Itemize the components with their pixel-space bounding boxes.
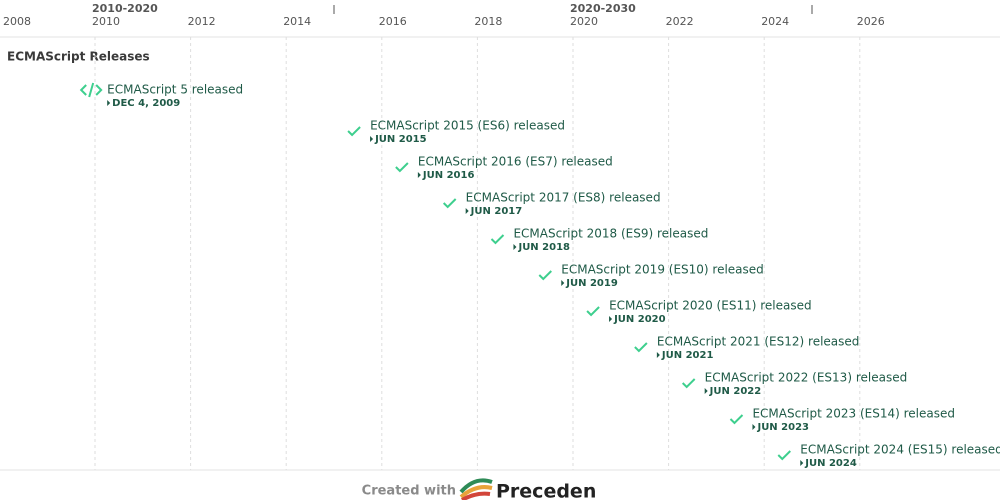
check-icon bbox=[347, 126, 361, 137]
event-date: JUN 2024 bbox=[804, 458, 857, 469]
event-title: ECMAScript 5 released bbox=[107, 83, 243, 97]
date-marker bbox=[417, 172, 421, 178]
event-title: ECMAScript 2015 (ES6) released bbox=[370, 119, 565, 133]
event-date: JUN 2023 bbox=[756, 422, 809, 433]
event-date: JUN 2016 bbox=[422, 170, 475, 181]
year-label: 2010 bbox=[92, 15, 120, 28]
event-date: JUN 2015 bbox=[374, 134, 427, 145]
preceden-logo bbox=[459, 478, 493, 502]
year-label: 2008 bbox=[3, 15, 31, 28]
check-icon bbox=[586, 306, 600, 317]
event-date: JUN 2020 bbox=[613, 314, 666, 325]
event-date: JUN 2019 bbox=[565, 278, 618, 289]
date-marker bbox=[800, 460, 804, 466]
event-date: JUN 2017 bbox=[470, 206, 523, 217]
event-date: JUN 2021 bbox=[661, 350, 714, 361]
event-date: DEC 4, 2009 bbox=[112, 98, 180, 109]
decade-label: 2010-2020 bbox=[92, 2, 158, 15]
year-label: 2022 bbox=[666, 15, 694, 28]
date-marker bbox=[513, 244, 517, 250]
check-icon bbox=[395, 162, 409, 173]
date-marker bbox=[561, 280, 565, 286]
event-date: JUN 2018 bbox=[517, 242, 570, 253]
event-title: ECMAScript 2021 (ES12) released bbox=[657, 335, 860, 349]
year-label: 2012 bbox=[188, 15, 216, 28]
check-icon bbox=[777, 450, 791, 461]
footer-brand: Preceden bbox=[496, 481, 596, 501]
event-date: JUN 2022 bbox=[709, 386, 762, 397]
code-icon bbox=[79, 82, 103, 98]
timeline-title: ECMAScript Releases bbox=[7, 50, 150, 64]
event-title: ECMAScript 2016 (ES7) released bbox=[418, 155, 613, 169]
date-marker bbox=[609, 316, 613, 322]
decade-label: 2020-2030 bbox=[570, 2, 636, 15]
date-marker bbox=[465, 208, 469, 214]
year-label: 2018 bbox=[474, 15, 502, 28]
event-title: ECMAScript 2018 (ES9) released bbox=[513, 227, 708, 241]
year-label: 2026 bbox=[857, 15, 885, 28]
check-icon bbox=[442, 198, 457, 209]
check-icon bbox=[681, 378, 696, 389]
event-title: ECMAScript 2023 (ES14) released bbox=[752, 407, 955, 421]
check-icon bbox=[538, 270, 552, 281]
check-icon bbox=[729, 414, 744, 425]
date-marker bbox=[704, 388, 708, 394]
year-label: 2020 bbox=[570, 15, 598, 28]
year-label: 2024 bbox=[761, 15, 789, 28]
event-title: ECMAScript 2024 (ES15) released bbox=[800, 443, 1000, 457]
footer-created: Created with bbox=[362, 484, 456, 499]
year-label: 2016 bbox=[379, 15, 407, 28]
event-title: ECMAScript 2017 (ES8) released bbox=[466, 191, 661, 205]
check-icon bbox=[490, 234, 505, 245]
event-title: ECMAScript 2019 (ES10) released bbox=[561, 263, 764, 277]
date-marker bbox=[370, 136, 374, 142]
date-marker bbox=[107, 100, 111, 106]
year-label: 2014 bbox=[283, 15, 311, 28]
event-title: ECMAScript 2022 (ES13) released bbox=[705, 371, 908, 385]
date-marker bbox=[752, 424, 756, 430]
date-marker bbox=[656, 352, 660, 358]
event-title: ECMAScript 2020 (ES11) released bbox=[609, 299, 812, 313]
check-icon bbox=[634, 342, 648, 353]
